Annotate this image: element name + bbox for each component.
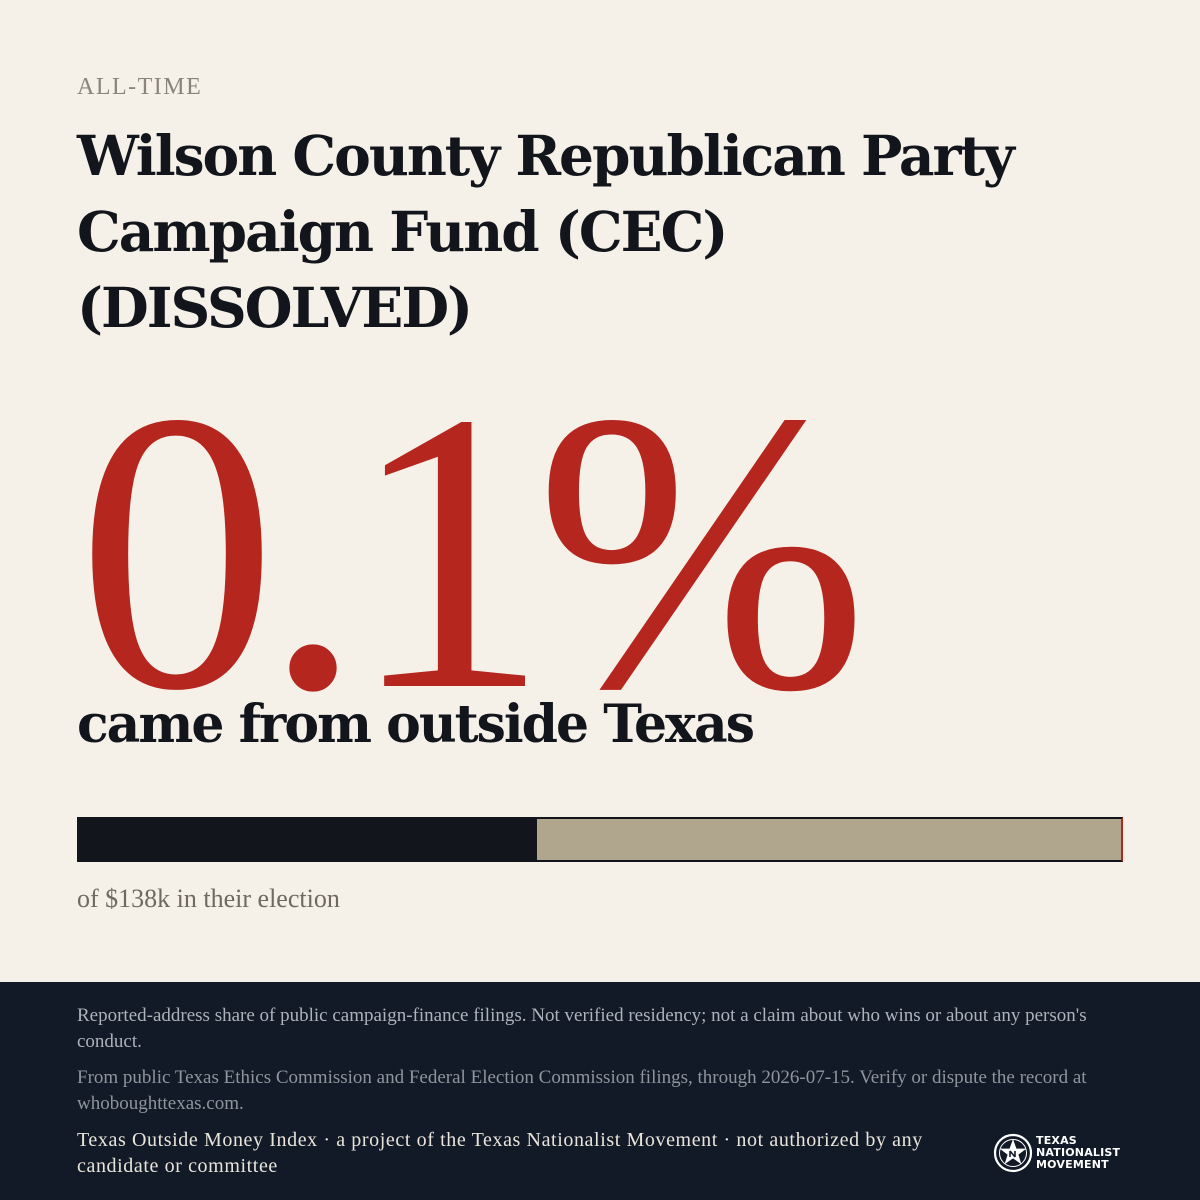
election-total-note: of $138k in their election: [77, 884, 340, 913]
logo-line-3: MOVEMENT: [1036, 1158, 1109, 1171]
footer-disclaimer: Reported-address share of public campaig…: [77, 1005, 1087, 1052]
outside-share-stat: 0.1%: [77, 330, 868, 773]
stat-caption: came from outside Texas: [77, 694, 755, 755]
time-range-label: ALL-TIME: [77, 74, 203, 100]
share-bar: [77, 817, 1123, 862]
committee-title: Wilson County Republican Party Campaign …: [77, 123, 1015, 340]
tnm-star-seal-icon: [993, 1133, 1033, 1173]
logo-wordmark: TEXAS NATIONALIST MOVEMENT: [1036, 1135, 1120, 1171]
footer: [0, 982, 1200, 1200]
footer-source: From public Texas Ethics Commission and …: [77, 1067, 1087, 1114]
logo-line-1: TEXAS: [1036, 1134, 1077, 1147]
tnm-logo: TEXAS NATIONALIST MOVEMENT: [993, 1131, 1123, 1175]
logo-line-2: NATIONALIST: [1036, 1146, 1121, 1159]
share-bar-fill: [79, 819, 538, 860]
footer-attribution: Texas Outside Money Index · a project of…: [77, 1129, 923, 1177]
